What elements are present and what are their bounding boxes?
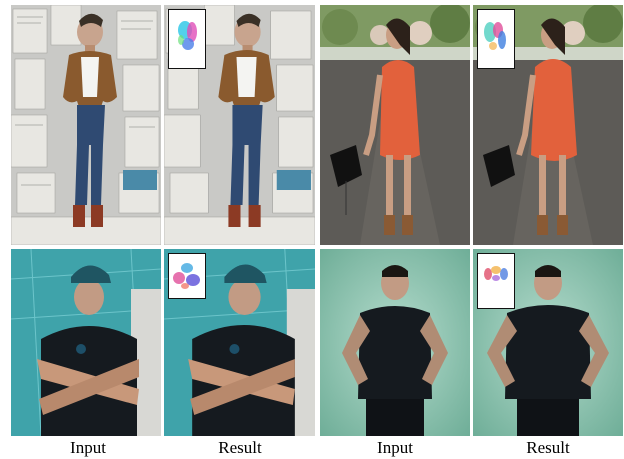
caption-input-left: Input xyxy=(70,438,106,457)
flow-field-inset xyxy=(477,253,515,309)
flow-field-inset xyxy=(168,9,206,69)
caption-input-right: Input xyxy=(377,438,413,457)
photo-woman-dress-input xyxy=(320,5,470,245)
flow-field-inset xyxy=(168,253,206,299)
photo-man-crossed-arms-result xyxy=(164,249,315,436)
photo-woman-dress-result xyxy=(473,5,623,245)
flow-field-inset xyxy=(477,9,515,69)
caption-result-left: Result xyxy=(218,438,262,457)
photo-man-hands-hips-input xyxy=(320,249,470,436)
photo-woman-newspaper-result xyxy=(164,5,315,245)
photo-woman-newspaper-input xyxy=(11,5,161,245)
caption-result-right: Result xyxy=(526,438,570,457)
photo-man-hands-hips-result xyxy=(473,249,623,436)
photo-man-crossed-arms-input xyxy=(11,249,161,436)
